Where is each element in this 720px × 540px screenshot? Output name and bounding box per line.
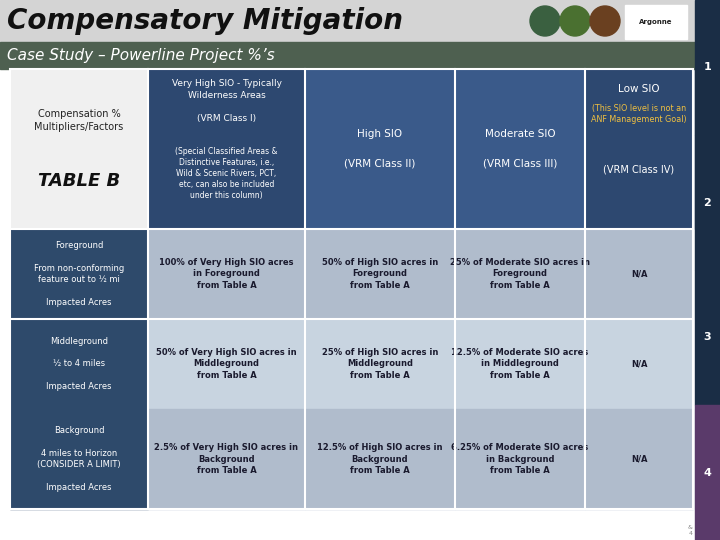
Bar [305, 69, 455, 229]
Text: 50% of Very High SIO acres in
Middleground
from Table A: 50% of Very High SIO acres in Middlegrou… [156, 348, 297, 380]
Bar [305, 319, 455, 409]
Text: High SIO

(VRM Class II): High SIO (VRM Class II) [344, 129, 415, 169]
Text: (Special Classified Areas &
Distinctive Features, i.e.,
Wild & Scenic Rivers, PC: (Special Classified Areas & Distinctive … [175, 147, 278, 200]
Text: Argonne: Argonne [639, 19, 672, 25]
Circle shape [560, 6, 590, 36]
Text: 12.5% of Moderate SIO acres
in Middleground
from Table A: 12.5% of Moderate SIO acres in Middlegro… [451, 348, 589, 380]
Bar [585, 229, 693, 319]
Bar [148, 319, 305, 409]
Text: N/A: N/A [631, 455, 647, 463]
Bar [148, 69, 305, 229]
Text: Background

4 miles to Horizon
(CONSIDER A LIMIT)

Impacted Acres: Background 4 miles to Horizon (CONSIDER … [37, 426, 121, 492]
Bar [585, 409, 693, 509]
Bar [455, 409, 585, 509]
Bar [695, 0, 720, 135]
Text: Middleground

½ to 4 miles

Impacted Acres: Middleground ½ to 4 miles Impacted Acres [46, 336, 112, 392]
Text: Compensatory Mitigation: Compensatory Mitigation [7, 7, 403, 35]
Bar [455, 229, 585, 319]
Text: (This SIO level is not an
ANF Management Goal): (This SIO level is not an ANF Management… [591, 104, 687, 124]
Text: TABLE B: TABLE B [38, 172, 120, 190]
Bar [695, 270, 720, 405]
Bar [695, 135, 720, 270]
Bar [10, 229, 148, 319]
Text: 25% of High SIO acres in
Middleground
from Table A: 25% of High SIO acres in Middleground fr… [322, 348, 438, 380]
Bar [10, 69, 693, 509]
Text: 2.5% of Very High SIO acres in
Background
from Table A: 2.5% of Very High SIO acres in Backgroun… [155, 443, 299, 475]
Bar [625, 5, 687, 39]
Text: Foreground

From non-conforming
feature out to ½ mi

Impacted Acres: Foreground From non-conforming feature o… [34, 241, 124, 307]
Text: 3: 3 [703, 333, 711, 342]
Text: Compensation %
Multipliers/Factors: Compensation % Multipliers/Factors [35, 109, 124, 132]
Text: Case Study – Powerline Project %’s: Case Study – Powerline Project %’s [7, 48, 275, 63]
Bar [148, 229, 305, 319]
Text: 2: 2 [703, 198, 711, 207]
Bar [585, 319, 693, 409]
Text: 1: 1 [703, 63, 711, 72]
Bar [10, 69, 148, 229]
Text: 6.25% of Moderate SIO acres
in Background
from Table A: 6.25% of Moderate SIO acres in Backgroun… [451, 443, 589, 475]
Text: (VRM Class IV): (VRM Class IV) [603, 164, 675, 174]
Text: N/A: N/A [631, 360, 647, 368]
Bar [305, 409, 455, 509]
Text: &
4: & 4 [688, 525, 693, 536]
Text: Moderate SIO

(VRM Class III): Moderate SIO (VRM Class III) [483, 129, 557, 169]
Bar [10, 319, 148, 409]
Circle shape [530, 6, 560, 36]
Text: 4: 4 [703, 468, 711, 477]
Circle shape [590, 6, 620, 36]
Text: Low SIO: Low SIO [618, 84, 660, 94]
Bar [695, 405, 720, 540]
Text: 25% of Moderate SIO acres in
Foreground
from Table A: 25% of Moderate SIO acres in Foreground … [450, 259, 590, 289]
Text: 50% of High SIO acres in
Foreground
from Table A: 50% of High SIO acres in Foreground from… [322, 259, 438, 289]
Bar [455, 69, 585, 229]
Bar [0, 42, 695, 69]
Bar [455, 319, 585, 409]
Text: 12.5% of High SIO acres in
Background
from Table A: 12.5% of High SIO acres in Background fr… [318, 443, 443, 475]
Bar [148, 409, 305, 509]
Text: Very High SIO - Typically
Wilderness Areas

(VRM Class I): Very High SIO - Typically Wilderness Are… [171, 79, 282, 124]
Text: N/A: N/A [631, 269, 647, 279]
Bar [305, 229, 455, 319]
Bar [10, 409, 148, 509]
Text: 100% of Very High SIO acres
in Foreground
from Table A: 100% of Very High SIO acres in Foregroun… [159, 259, 294, 289]
Bar [585, 69, 693, 229]
Bar [0, 0, 720, 42]
